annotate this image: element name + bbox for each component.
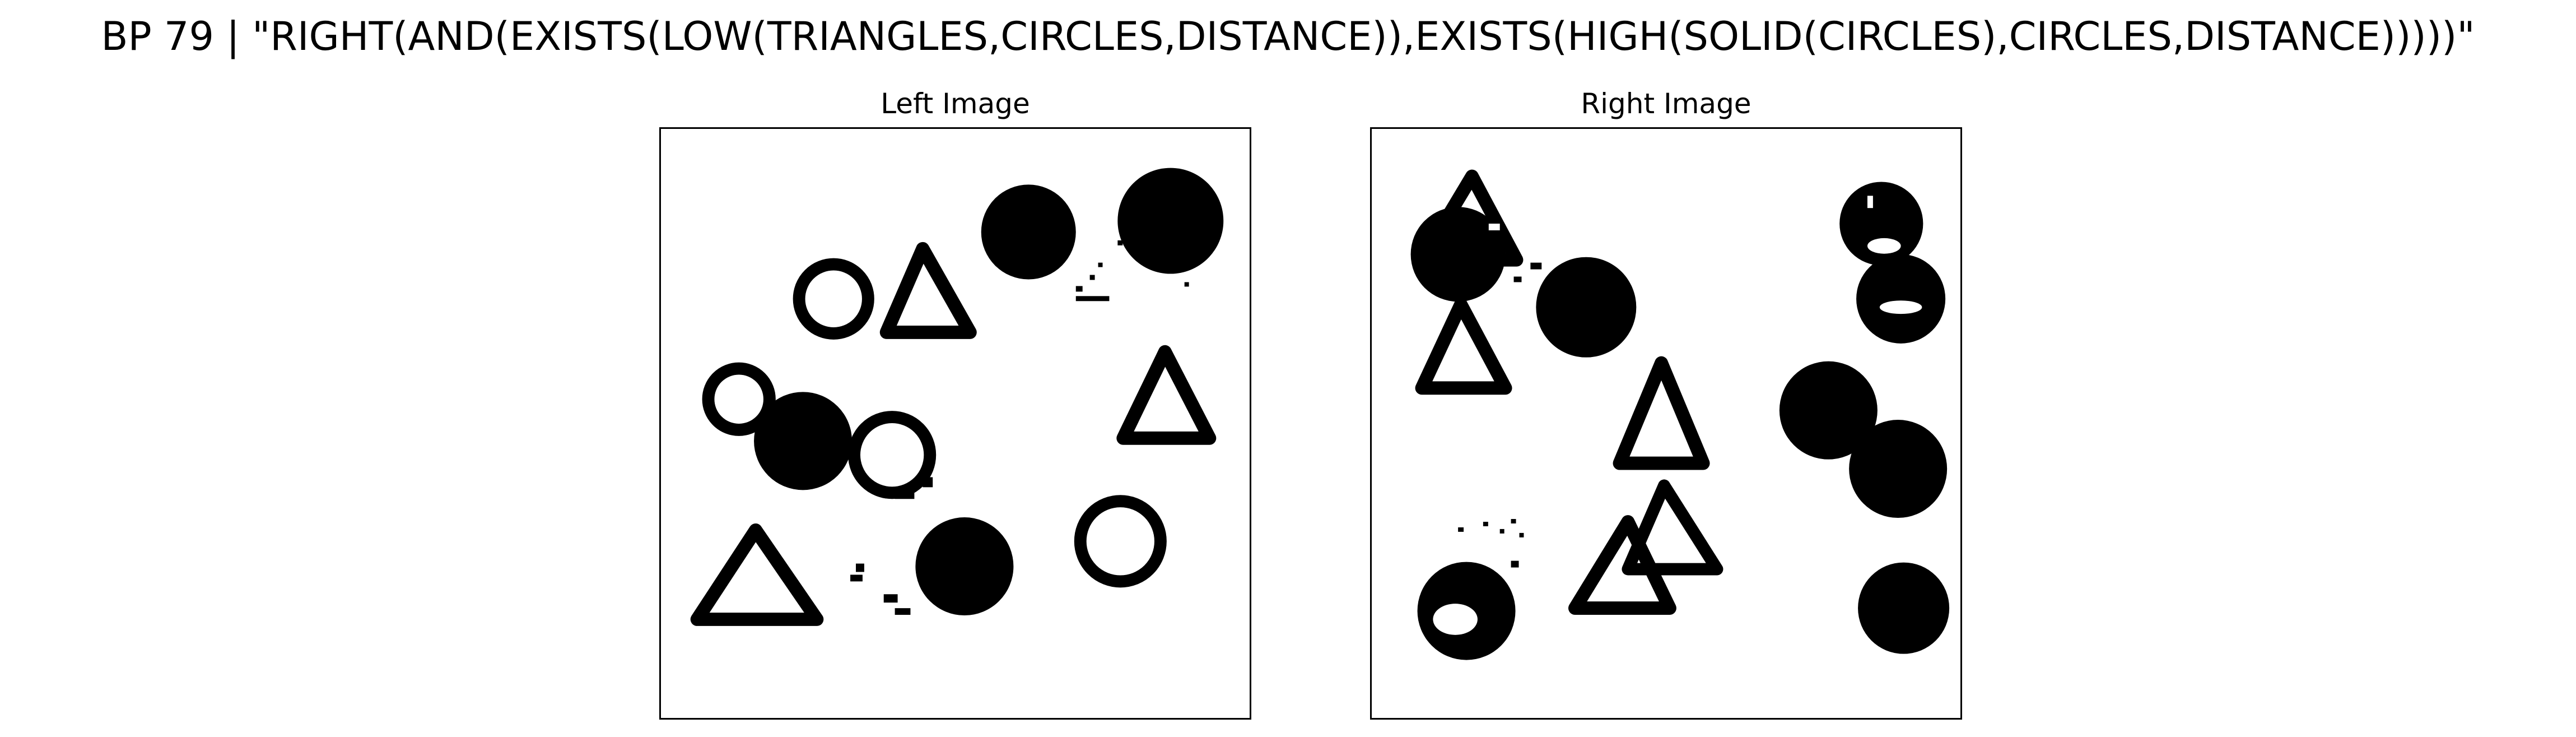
outline-triangle (1613, 356, 1710, 470)
solid-circle (1117, 168, 1224, 274)
solid-circle (915, 517, 1014, 616)
right-image-panel (1370, 127, 1962, 720)
outline-triangle (1415, 298, 1512, 395)
solid-circle (1849, 420, 1948, 518)
outline-circle (793, 258, 874, 340)
solid-circle (1856, 254, 1946, 344)
outline-triangle (879, 242, 977, 339)
solid-circle (981, 184, 1076, 280)
solid-circle (1779, 361, 1878, 460)
outline-circle (848, 411, 937, 499)
outline-triangle (1622, 479, 1723, 576)
noise-specks (1458, 262, 1542, 568)
outline-circle (1074, 495, 1167, 588)
solid-circle (754, 392, 853, 490)
right-panel-title: Right Image (1581, 87, 1752, 120)
left-image-panel (659, 127, 1251, 720)
holes (1433, 196, 1922, 635)
left-image-canvas (690, 168, 1224, 626)
outline-triangle (690, 523, 824, 626)
solid-circle (1410, 207, 1506, 302)
solid-circle (1536, 257, 1637, 358)
solid-circle (1839, 182, 1923, 266)
noise-specks (850, 240, 1189, 615)
outline-triangle (1116, 345, 1217, 445)
left-panel-title: Left Image (881, 87, 1030, 120)
page-title: BP 79 | "RIGHT(AND(EXISTS(LOW(TRIANGLES,… (101, 13, 2475, 59)
outline-circle (702, 362, 776, 436)
solid-circle (1858, 562, 1950, 654)
right-image-canvas (1410, 169, 1950, 660)
